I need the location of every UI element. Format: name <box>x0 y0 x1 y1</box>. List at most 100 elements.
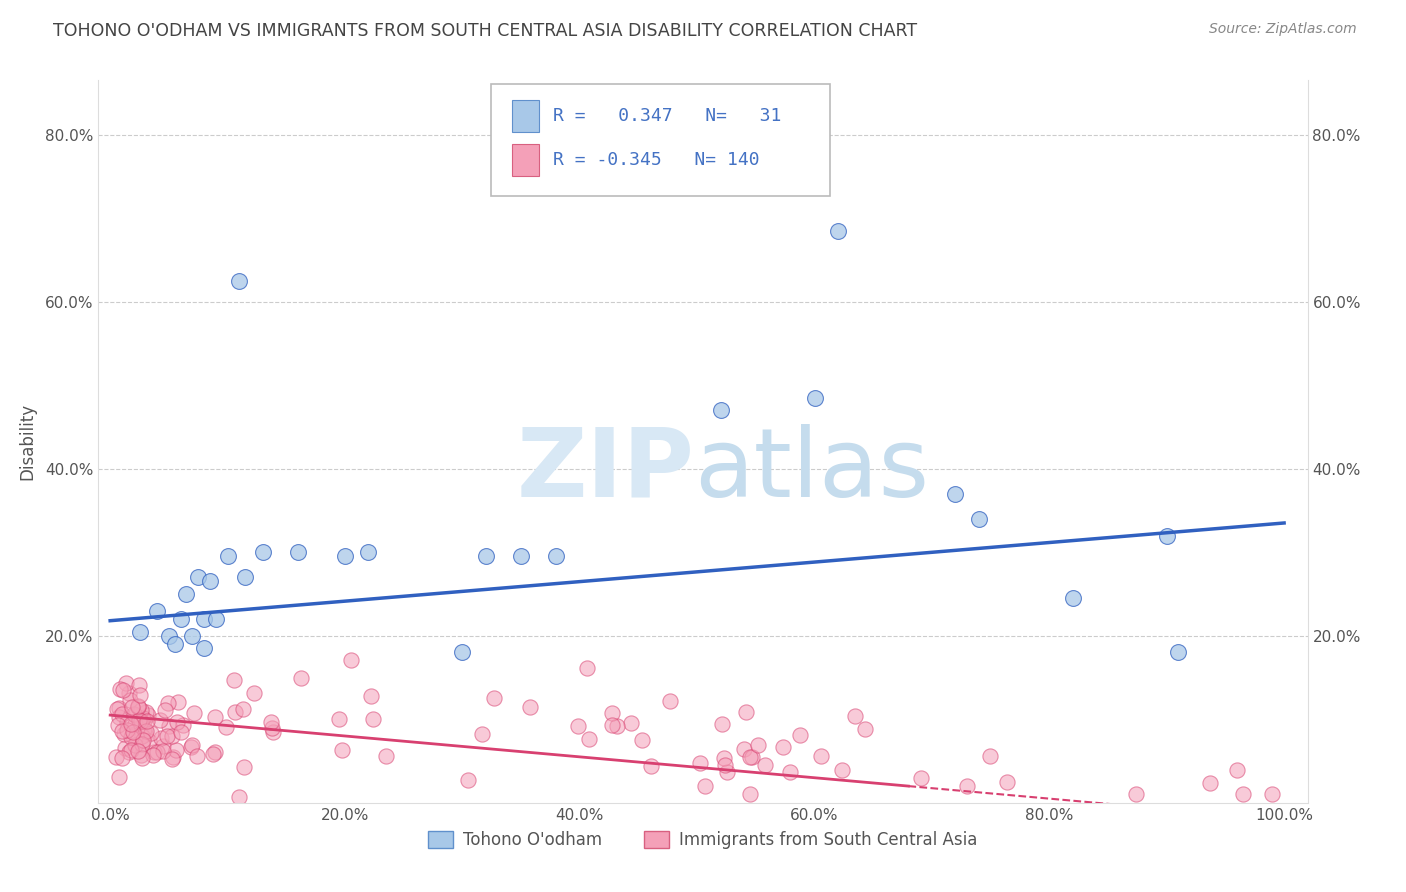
Point <box>215 720 238 734</box>
Point <box>127 698 149 713</box>
Point <box>640 759 662 773</box>
Point <box>741 750 763 764</box>
Point <box>127 743 149 757</box>
Point <box>131 750 153 764</box>
Point <box>711 716 734 731</box>
Point <box>457 772 479 787</box>
Point <box>659 694 682 708</box>
Point <box>945 487 967 501</box>
Point <box>844 708 866 723</box>
Bar <box>512 144 538 177</box>
Point <box>125 729 148 743</box>
FancyBboxPatch shape <box>492 84 830 196</box>
Point <box>567 719 589 733</box>
Point <box>575 661 598 675</box>
Point <box>108 701 131 715</box>
Point <box>262 725 284 739</box>
Point <box>484 690 506 705</box>
Point <box>228 274 250 288</box>
Point <box>193 641 215 656</box>
Point <box>779 765 801 780</box>
Point <box>135 724 157 739</box>
Point <box>118 686 141 700</box>
Point <box>228 789 250 804</box>
Point <box>827 224 849 238</box>
Point <box>127 700 149 714</box>
Point <box>108 710 131 724</box>
Point <box>789 727 811 741</box>
Point <box>754 757 776 772</box>
Point <box>202 747 225 761</box>
Point <box>111 706 134 721</box>
Point <box>135 714 157 728</box>
Point <box>129 703 152 717</box>
Point <box>831 763 853 777</box>
Point <box>128 714 150 728</box>
Point <box>124 716 146 731</box>
Point <box>180 740 202 755</box>
Point <box>108 771 131 785</box>
Point <box>747 738 769 752</box>
Point <box>183 706 205 721</box>
Bar <box>512 100 538 132</box>
Point <box>361 712 384 726</box>
Point <box>740 750 762 764</box>
Point <box>107 718 129 732</box>
Point <box>142 747 165 762</box>
Text: R =   0.347   N=   31: R = 0.347 N= 31 <box>553 107 782 125</box>
Point <box>169 612 191 626</box>
Point <box>150 731 173 745</box>
Point <box>606 719 628 733</box>
Point <box>166 714 188 729</box>
Point <box>600 717 623 731</box>
Point <box>290 671 312 685</box>
Point <box>114 740 136 755</box>
Point <box>132 714 155 728</box>
Point <box>332 743 354 757</box>
Point <box>689 756 711 770</box>
Point <box>217 549 239 564</box>
Point <box>734 705 756 719</box>
Point <box>146 745 169 759</box>
Point <box>546 549 568 564</box>
Point <box>162 750 184 764</box>
Point <box>160 729 183 743</box>
Point <box>360 689 382 703</box>
Point <box>262 721 284 735</box>
Point <box>124 738 146 752</box>
Point <box>163 637 186 651</box>
Point <box>131 729 153 743</box>
Point <box>115 714 138 729</box>
Point <box>252 545 274 559</box>
Point <box>134 727 156 741</box>
Point <box>170 724 193 739</box>
Point <box>519 699 541 714</box>
Point <box>713 758 735 772</box>
Point <box>451 645 474 659</box>
Point <box>156 729 179 743</box>
Point <box>136 707 159 722</box>
Point <box>374 748 396 763</box>
Point <box>157 719 180 733</box>
Point <box>716 764 738 779</box>
Point <box>105 702 128 716</box>
Point <box>198 574 221 589</box>
Point <box>120 730 142 744</box>
Point <box>128 678 150 692</box>
Point <box>232 760 254 774</box>
Point <box>224 705 246 719</box>
Point <box>803 391 825 405</box>
Text: ZIP: ZIP <box>516 424 695 517</box>
Point <box>1226 763 1249 777</box>
Point <box>186 749 208 764</box>
Point <box>713 751 735 765</box>
Point <box>118 693 141 707</box>
Point <box>153 703 176 717</box>
Point <box>180 738 202 752</box>
Point <box>475 549 498 564</box>
Point <box>105 749 128 764</box>
Point <box>131 711 153 725</box>
Point <box>121 699 143 714</box>
Point <box>139 726 162 740</box>
Point <box>287 545 309 559</box>
